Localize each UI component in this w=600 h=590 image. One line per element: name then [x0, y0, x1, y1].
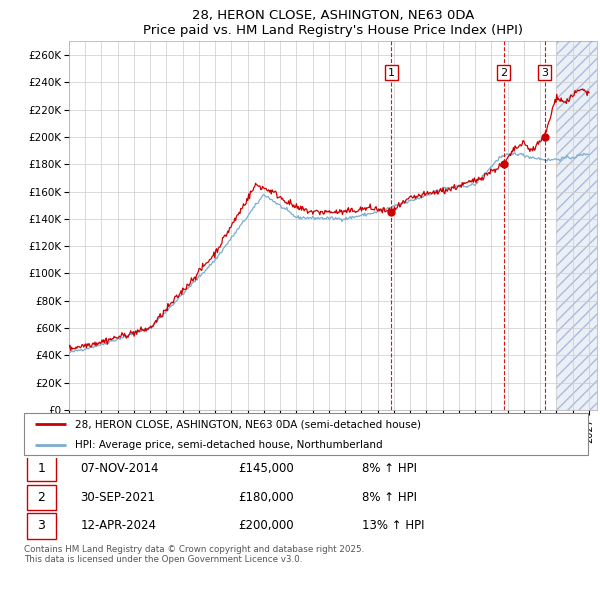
Text: 30-SEP-2021: 30-SEP-2021 [80, 491, 155, 504]
Text: £145,000: £145,000 [238, 462, 294, 475]
FancyBboxPatch shape [24, 413, 588, 455]
Text: HPI: Average price, semi-detached house, Northumberland: HPI: Average price, semi-detached house,… [75, 440, 382, 450]
FancyBboxPatch shape [27, 513, 56, 539]
Text: £200,000: £200,000 [238, 519, 294, 532]
FancyBboxPatch shape [27, 484, 56, 510]
Text: 1: 1 [38, 462, 46, 475]
Text: Contains HM Land Registry data © Crown copyright and database right 2025.
This d: Contains HM Land Registry data © Crown c… [24, 545, 364, 564]
Text: 2: 2 [38, 491, 46, 504]
FancyBboxPatch shape [27, 456, 56, 481]
Text: 3: 3 [38, 519, 46, 532]
Text: 3: 3 [541, 68, 548, 78]
Text: 28, HERON CLOSE, ASHINGTON, NE63 0DA (semi-detached house): 28, HERON CLOSE, ASHINGTON, NE63 0DA (se… [75, 419, 421, 430]
Text: 2: 2 [500, 68, 507, 78]
Bar [556, 41, 597, 410]
Text: £180,000: £180,000 [238, 491, 294, 504]
Text: 13% ↑ HPI: 13% ↑ HPI [362, 519, 425, 532]
Text: 1: 1 [388, 68, 395, 78]
Title: 28, HERON CLOSE, ASHINGTON, NE63 0DA
Price paid vs. HM Land Registry's House Pri: 28, HERON CLOSE, ASHINGTON, NE63 0DA Pri… [143, 9, 523, 37]
Text: 07-NOV-2014: 07-NOV-2014 [80, 462, 159, 475]
Text: 12-APR-2024: 12-APR-2024 [80, 519, 157, 532]
Text: 8% ↑ HPI: 8% ↑ HPI [362, 491, 418, 504]
Bar [556, 41, 597, 410]
Text: 8% ↑ HPI: 8% ↑ HPI [362, 462, 418, 475]
